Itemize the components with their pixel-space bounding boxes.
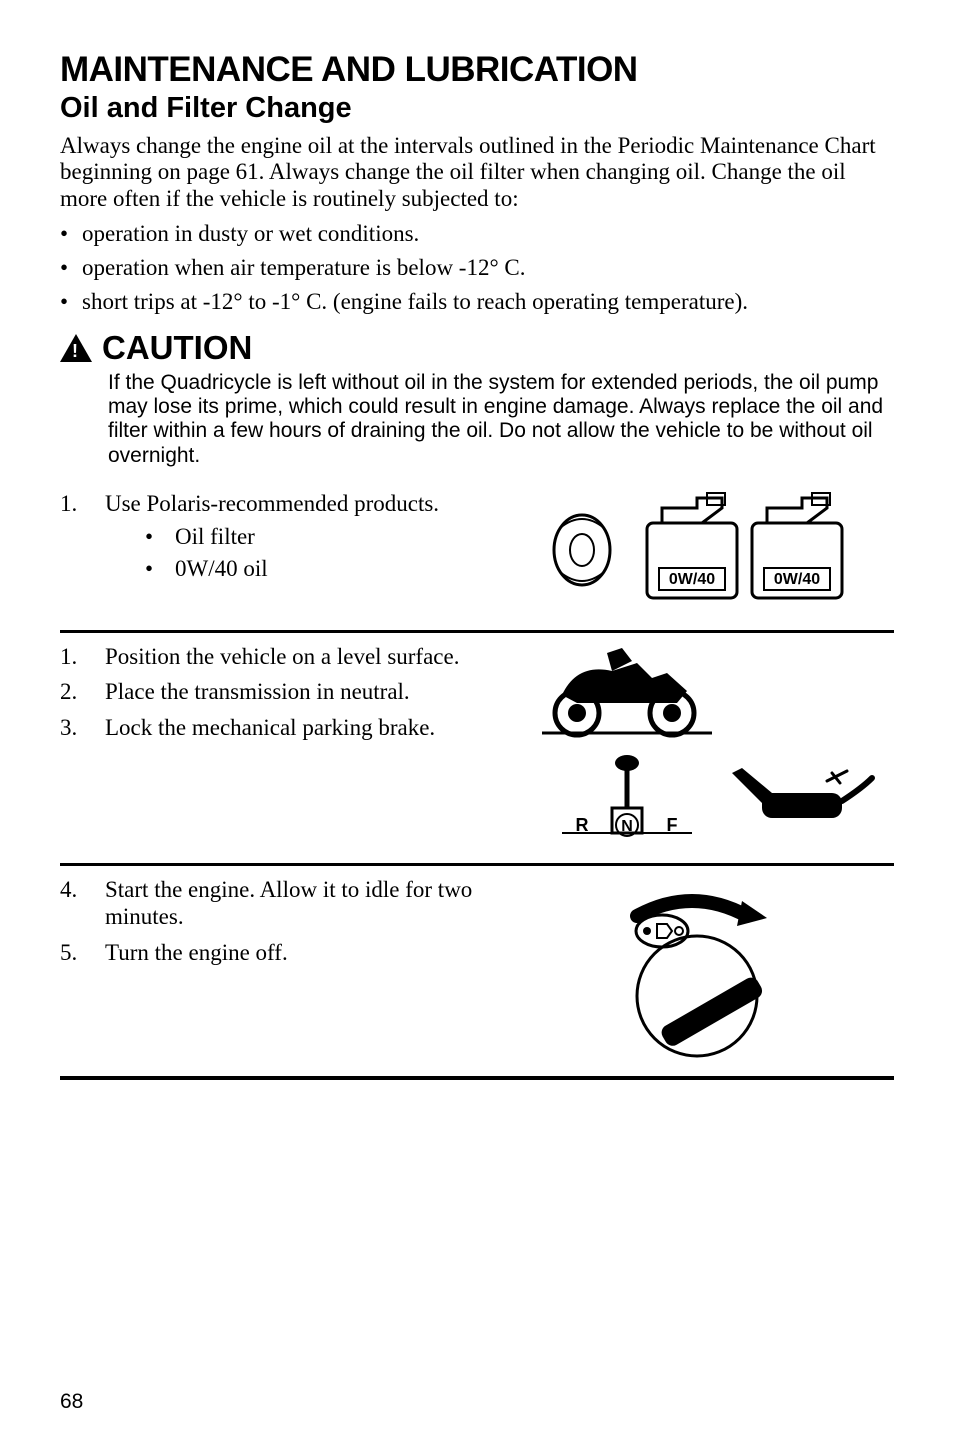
item-number: 2. [60, 678, 77, 706]
intro-paragraph: Always change the engine oil at the inte… [60, 133, 894, 212]
caution-header: CAUTION [60, 329, 894, 367]
svg-text:0W/40: 0W/40 [669, 571, 715, 588]
list-item: 2. Place the transmission in neutral. [60, 678, 490, 706]
caution-label: CAUTION [102, 329, 252, 367]
item-number: 5. [60, 939, 77, 967]
list-item: 5. Turn the engine off. [60, 939, 490, 967]
step-list: 4. Start the engine. Allow it to idle for… [60, 876, 490, 967]
step-list: 1. Position the vehicle on a level surfac… [60, 643, 490, 742]
svg-text:R: R [576, 815, 589, 835]
item-text: Turn the engine off. [105, 940, 288, 965]
step-section-2: 1. Position the vehicle on a level surfac… [60, 643, 894, 866]
item-text: Start the engine. Allow it to idle for t… [105, 877, 472, 930]
item-number: 1. [60, 643, 77, 671]
item-text: Use Polaris-recommended products. [105, 491, 439, 516]
svg-text:N: N [621, 818, 633, 835]
item-text: Position the vehicle on a level surface. [105, 644, 459, 669]
list-item: 0W/40 oil [145, 555, 490, 583]
item-number: 3. [60, 714, 77, 742]
chapter-title: MAINTENANCE AND LUBRICATION [60, 50, 894, 90]
list-item: operation in dusty or wet conditions. [60, 220, 894, 248]
item-number: 4. [60, 876, 77, 904]
page-number: 68 [60, 1390, 83, 1414]
list-item: 1. Position the vehicle on a level surfac… [60, 643, 490, 671]
step-section-3: 4. Start the engine. Allow it to idle for… [60, 876, 894, 1080]
svg-text:F: F [667, 815, 678, 835]
step-list: 1. Use Polaris-recommended products. Oil… [60, 490, 490, 583]
list-item: operation when air temperature is below … [60, 254, 894, 282]
caution-body: If the Quadricycle is left without oil i… [108, 371, 894, 468]
item-number: 1. [60, 490, 77, 518]
sub-list: Oil filter 0W/40 oil [145, 523, 490, 582]
list-item: 1. Use Polaris-recommended products. Oil… [60, 490, 490, 583]
list-item: short trips at -12° to -1° C. (engine fa… [60, 288, 894, 316]
section-title: Oil and Filter Change [60, 92, 894, 125]
svg-text:0W/40: 0W/40 [774, 571, 820, 588]
ignition-key-icon [597, 876, 787, 1066]
conditions-list: operation in dusty or wet conditions. op… [60, 220, 894, 315]
list-item: 4. Start the engine. Allow it to idle for… [60, 876, 490, 931]
list-item: 3. Lock the mechanical parking brake. [60, 714, 490, 742]
list-item: Oil filter [145, 523, 490, 551]
item-text: Place the transmission in neutral. [105, 679, 410, 704]
item-text: Lock the mechanical parking brake. [105, 715, 435, 740]
oil-products-icon: 0W/40 0W/40 [527, 490, 857, 610]
step-section-1: 1. Use Polaris-recommended products. Oil… [60, 486, 894, 633]
warning-triangle-icon [60, 334, 92, 362]
vehicle-controls-icon: R N F [502, 643, 882, 843]
